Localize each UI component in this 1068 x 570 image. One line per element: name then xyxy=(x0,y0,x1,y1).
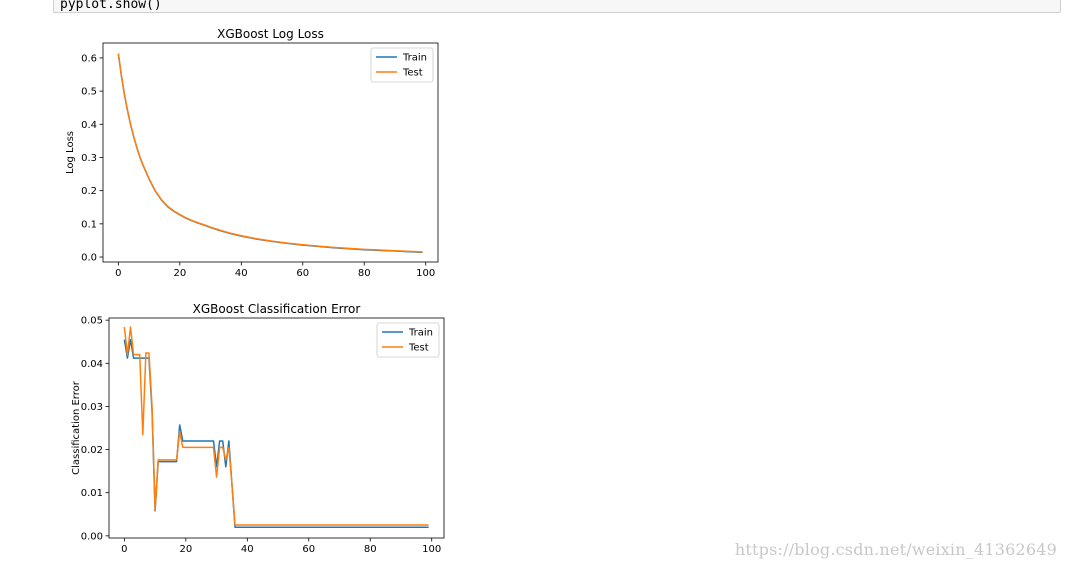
chart1-title: XGBoost Log Loss xyxy=(217,27,324,41)
chart1-xtick-label: 100 xyxy=(416,268,435,279)
chart1-xtick-label: 20 xyxy=(173,268,186,279)
chart2-xtick-label: 80 xyxy=(364,544,377,555)
chart2-ytick-label: 0.01 xyxy=(81,488,103,499)
chart2-ylabel: Classification Error xyxy=(71,380,82,475)
chart1-legend-label-test: Test xyxy=(402,68,423,79)
chart2-series-train xyxy=(123,338,429,528)
chart1-legend-label-train: Train xyxy=(402,53,427,64)
chart1-ytick-label: 0.2 xyxy=(81,186,97,197)
chart2-xtick-label: 40 xyxy=(241,544,254,555)
chart2-legend-label-test: Test xyxy=(408,343,429,354)
code-line: pyplot.show() xyxy=(60,0,162,12)
chart1-ytick-label: 0.5 xyxy=(81,87,97,98)
chart2-ytick-label: 0.03 xyxy=(81,402,103,413)
chart2-legend-label-train: Train xyxy=(408,328,433,339)
chart2-title: XGBoost Classification Error xyxy=(193,302,361,316)
chart1-ytick-label: 0.1 xyxy=(81,219,97,230)
chart1-ytick-label: 0.0 xyxy=(81,253,97,264)
chart1-axes-frame xyxy=(102,42,439,263)
chart1-series-train xyxy=(117,53,423,254)
code-cell[interactable]: pyplot.show() xyxy=(53,0,1061,13)
watermark: https://blog.csdn.net/weixin_41362649 xyxy=(734,540,1057,559)
chart2-xtick-label: 100 xyxy=(422,544,441,555)
chart2-series-test xyxy=(123,326,429,526)
chart2-ytick-label: 0.02 xyxy=(81,445,103,456)
chart1-xtick-label: 80 xyxy=(358,268,371,279)
chart2-xtick-label: 20 xyxy=(179,544,192,555)
chart1-ytick-label: 0.6 xyxy=(81,53,97,64)
chart1-series-test xyxy=(117,53,423,253)
chart1-xtick-label: 60 xyxy=(296,268,309,279)
chart2-ytick-label: 0.05 xyxy=(81,316,103,327)
chart1-xtick-label: 0 xyxy=(115,268,121,279)
chart1-xtick-label: 40 xyxy=(235,268,248,279)
chart1-ytick-label: 0.3 xyxy=(81,153,97,164)
chart2-ytick-label: 0.04 xyxy=(81,359,103,370)
chart2-xtick-label: 60 xyxy=(302,544,315,555)
chart1-ylabel: Log Loss xyxy=(65,131,76,174)
chart2-ytick-label: 0.00 xyxy=(81,531,103,542)
chart1-ytick-label: 0.4 xyxy=(81,120,97,131)
chart2-axes-frame xyxy=(108,317,445,539)
chart2-xtick-label: 0 xyxy=(121,544,127,555)
